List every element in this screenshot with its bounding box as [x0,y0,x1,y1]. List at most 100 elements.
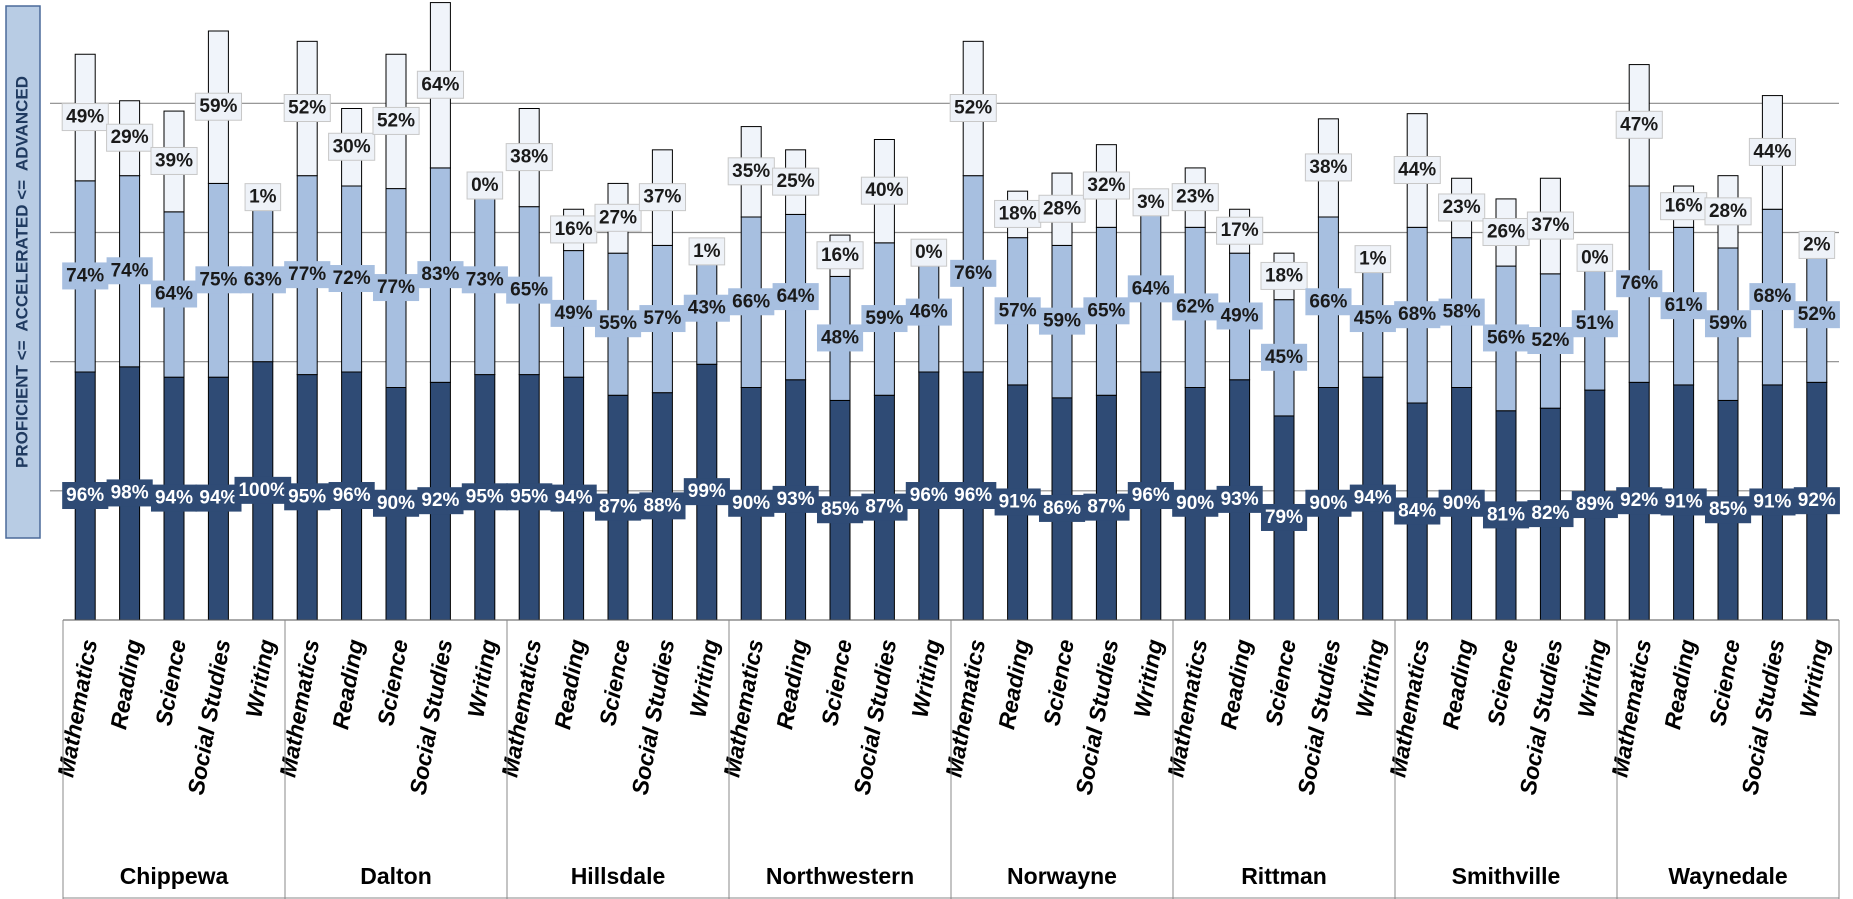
group-label: Waynedale [1668,863,1787,889]
value-label: 2% [1803,234,1831,255]
value-label-box [772,485,819,513]
x-tick-label: Reading [1659,637,1700,731]
value-label-box [1305,489,1352,517]
x-tick-label: Reading [327,637,368,731]
value-label-box [594,310,642,338]
value-label: 65% [510,280,548,301]
value-label-box [284,483,331,511]
value-label: 95% [288,486,326,507]
value-label: 57% [999,300,1037,321]
x-tick-label: Social Studies [1292,637,1345,796]
value-label-box [550,299,597,327]
x-tick-label: Reading [993,637,1034,731]
value-label-box [728,489,775,517]
x-tick-label: Writing [462,637,501,719]
group-label: Norwayne [1007,863,1117,889]
value-label-box [234,476,292,504]
value-label-box [772,167,820,196]
value-label-box [195,484,242,512]
value-label: 30% [333,136,371,157]
value-label-box [727,157,775,186]
x-tick-label: Mathematics [1606,637,1656,779]
value-label: 52% [1798,304,1836,325]
value-label: 75% [199,269,237,290]
value-label-box [62,482,109,510]
value-label-box [1216,302,1263,330]
value-label-box [1571,310,1618,338]
value-label: 0% [915,242,943,263]
value-label-box [106,123,154,152]
value-label: 0% [471,175,499,196]
x-tick-label: Social Studies [848,637,901,796]
value-label-box [1393,156,1441,185]
value-label-box [1438,193,1486,222]
value-label: 62% [1176,296,1214,317]
x-tick-label: Mathematics [718,637,768,779]
x-tick-label: Reading [1437,637,1478,731]
x-tick-label: Mathematics [1384,637,1434,779]
value-label: 55% [599,313,637,334]
value-label-box [150,146,198,175]
value-label-box [194,92,243,121]
value-label-box [1394,301,1441,329]
value-label-box [1354,245,1392,274]
value-label: 48% [821,327,859,348]
x-tick-label: Writing [1128,637,1167,719]
value-label: 47% [1620,114,1658,135]
value-label: 76% [954,263,992,284]
value-label-box [1260,503,1308,531]
value-label: 74% [111,260,149,281]
value-label: 44% [1753,141,1791,162]
x-tick-label: Writing [1572,637,1611,719]
value-label: 38% [510,147,548,168]
value-label: 61% [1665,295,1703,316]
value-label: 85% [1709,499,1747,520]
value-label: 64% [777,286,815,307]
x-tick-label: Science [816,637,857,727]
value-label-box [1260,343,1308,371]
value-label-box [1793,487,1840,515]
group-label: Hillsdale [571,863,666,889]
value-label-box [550,484,597,512]
value-label: 68% [1398,304,1436,325]
value-label-box [1660,292,1707,320]
value-label: 73% [466,269,504,290]
x-tick-label: Reading [771,637,812,731]
value-label-box [860,176,909,205]
value-label-box [683,294,730,322]
value-label: 46% [910,302,948,323]
value-label-box [638,183,687,212]
value-label: 66% [1309,291,1347,312]
x-tick-label: Science [1038,637,1079,727]
value-label: 37% [643,187,681,208]
value-label-box [1793,301,1840,329]
value-label-box [1305,288,1352,316]
value-label: 59% [199,96,237,117]
value-label: 16% [555,219,593,240]
value-label-box [1082,171,1131,200]
value-label-box [1798,230,1836,259]
value-label: 96% [1132,485,1170,506]
value-label: 43% [688,298,726,319]
value-label: 45% [1265,347,1303,368]
value-label: 72% [333,268,371,289]
value-label: 94% [555,488,593,509]
value-label-box [1704,310,1752,338]
x-tick-label: Writing [1794,637,1833,719]
value-label: 81% [1487,504,1525,525]
x-tick-label: Science [150,637,191,727]
value-label-box [1616,270,1663,298]
value-label-box [1482,324,1530,352]
x-tick-label: Writing [240,637,279,719]
value-label: 76% [1620,273,1658,294]
value-label: 94% [155,488,193,509]
value-label: 59% [1043,311,1081,332]
group-label: Chippewa [120,863,229,889]
value-label: 29% [111,127,149,148]
value-label: 45% [1354,308,1392,329]
value-label-box [905,482,952,510]
value-label: 90% [377,493,415,514]
value-label-box [466,171,504,200]
value-label-box [505,143,553,172]
value-label: 59% [1709,313,1747,334]
